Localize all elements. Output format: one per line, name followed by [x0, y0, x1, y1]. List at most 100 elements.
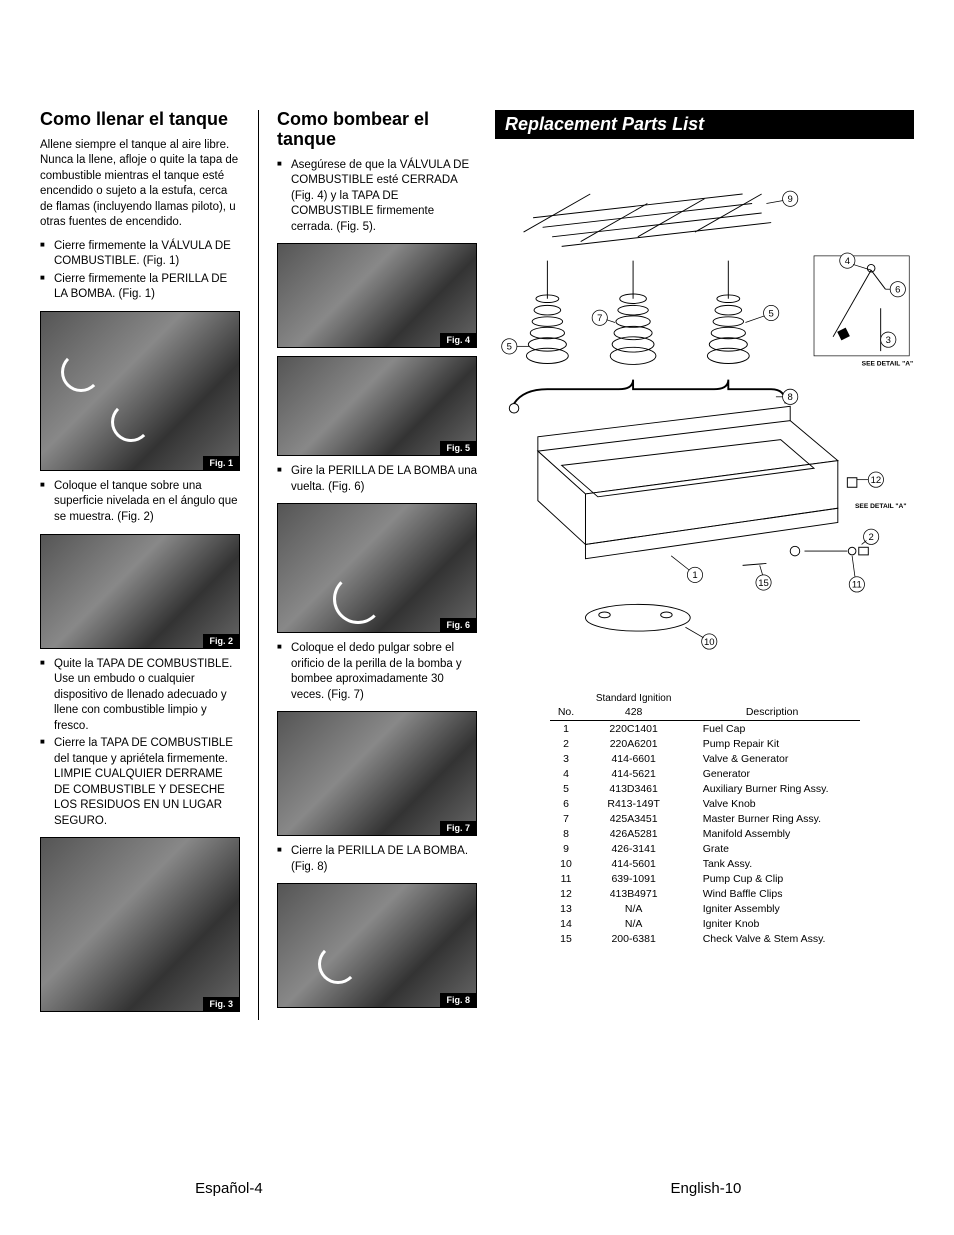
bullets-left-c: Quite la TAPA DE COMBUSTIBLE. Use un emb…	[40, 657, 240, 830]
arrow-icon	[333, 574, 383, 624]
figure-2: Fig. 2	[40, 534, 240, 649]
figure-label: Fig. 8	[440, 993, 476, 1007]
list-item: Coloque el tanque sobre una superficie n…	[40, 479, 240, 526]
svg-text:11: 11	[852, 580, 862, 591]
cell-partnum: 414-6601	[583, 751, 685, 766]
table-row: 12413B4971Wind Baffle Clips	[550, 886, 860, 901]
figure-label: Fig. 5	[440, 441, 476, 455]
table-row: 8426A5281Manifold Assembly	[550, 826, 860, 841]
table-row: 9426-3141Grate	[550, 841, 860, 856]
footer-right: English-10	[458, 1180, 954, 1197]
svg-text:4: 4	[845, 256, 851, 267]
svg-text:1: 1	[692, 570, 697, 581]
page-columns: Como llenar el tanque Allene siempre el …	[40, 110, 914, 1020]
cell-no: 11	[550, 871, 583, 886]
figure-7: Fig. 7	[277, 711, 477, 836]
table-row: 7425A3451Master Burner Ring Assy.	[550, 811, 860, 826]
cell-partnum: 220C1401	[583, 721, 685, 737]
figure-label: Fig. 6	[440, 618, 476, 632]
table-row: 1220C1401Fuel Cap	[550, 721, 860, 737]
column-left: Como llenar el tanque Allene siempre el …	[40, 110, 240, 1020]
photo-placeholder	[41, 312, 239, 470]
parts-table: Standard Ignition No. 428 Description 12…	[550, 691, 860, 946]
list-item: Quite la TAPA DE COMBUSTIBLE. Use un emb…	[40, 657, 240, 735]
column-right: Replacement Parts List	[495, 110, 914, 1020]
svg-text:12: 12	[871, 475, 882, 486]
figure-label: Fig. 1	[203, 456, 239, 470]
cell-no: 3	[550, 751, 583, 766]
bullets-left-b: Coloque el tanque sobre una superficie n…	[40, 479, 240, 526]
svg-text:15: 15	[758, 578, 769, 589]
cell-no: 9	[550, 841, 583, 856]
list-item: Gire la PERILLA DE LA BOMBA una vuelta. …	[277, 464, 477, 495]
photo-placeholder	[278, 244, 476, 347]
svg-text:5: 5	[507, 342, 512, 353]
svg-text:7: 7	[597, 313, 602, 324]
cell-description: Auxiliary Burner Ring Assy.	[685, 781, 860, 796]
bullets-mid-c: Coloque el dedo pulgar sobre el orificio…	[277, 641, 477, 703]
photo-placeholder	[41, 838, 239, 1011]
table-header-super: Standard Ignition	[583, 691, 685, 704]
cell-partnum: 413B4971	[583, 886, 685, 901]
figure-label: Fig. 2	[203, 634, 239, 648]
cell-description: Tank Assy.	[685, 856, 860, 871]
replacement-parts-banner: Replacement Parts List	[495, 110, 914, 139]
arrow-icon	[111, 402, 151, 442]
heading-pump-tank: Como bombear el tanque	[277, 110, 477, 150]
list-item: Asegúrese de que la VÁLVULA DE COMBUSTIB…	[277, 158, 477, 236]
cell-partnum: 200-6381	[583, 931, 685, 946]
cell-description: Pump Cup & Clip	[685, 871, 860, 886]
table-body: 1220C1401Fuel Cap2220A6201Pump Repair Ki…	[550, 721, 860, 947]
cell-no: 1	[550, 721, 583, 737]
figure-1: Fig. 1	[40, 311, 240, 471]
figure-label: Fig. 7	[440, 821, 476, 835]
table-head: Standard Ignition No. 428 Description	[550, 691, 860, 721]
cell-description: Wind Baffle Clips	[685, 886, 860, 901]
list-item: Cierre firmemente la VÁLVULA DE COMBUSTI…	[40, 239, 240, 270]
svg-text:6: 6	[895, 285, 900, 296]
cell-partnum: 414-5601	[583, 856, 685, 871]
table-header-desc: Description	[685, 704, 860, 721]
figure-5: Fig. 5	[277, 356, 477, 456]
bullets-left-a: Cierre firmemente la VÁLVULA DE COMBUSTI…	[40, 239, 240, 303]
cell-description: Igniter Assembly	[685, 901, 860, 916]
cell-no: 7	[550, 811, 583, 826]
photo-placeholder	[41, 535, 239, 648]
column-divider	[258, 110, 259, 1020]
cell-description: Pump Repair Kit	[685, 736, 860, 751]
svg-text:3: 3	[886, 335, 891, 346]
table-row: 15200-6381Check Valve & Stem Assy.	[550, 931, 860, 946]
cell-partnum: 426A5281	[583, 826, 685, 841]
table-row: 4414-5621Generator	[550, 766, 860, 781]
bullets-mid-d: Cierre la PERILLA DE LA BOMBA. (Fig. 8)	[277, 844, 477, 875]
list-item: Cierre la PERILLA DE LA BOMBA. (Fig. 8)	[277, 844, 477, 875]
photo-placeholder	[278, 504, 476, 632]
cell-no: 6	[550, 796, 583, 811]
table-row: 6R413-149TValve Knob	[550, 796, 860, 811]
cell-description: Fuel Cap	[685, 721, 860, 737]
cell-description: Igniter Knob	[685, 916, 860, 931]
figure-label: Fig. 4	[440, 333, 476, 347]
cell-partnum: 414-5621	[583, 766, 685, 781]
svg-text:9: 9	[788, 194, 793, 205]
figure-8: Fig. 8	[277, 883, 477, 1008]
svg-text:SEE DETAIL "A": SEE DETAIL "A"	[855, 503, 907, 510]
svg-text:2: 2	[868, 532, 873, 543]
cell-description: Master Burner Ring Assy.	[685, 811, 860, 826]
bullets-mid-a: Asegúrese de que la VÁLVULA DE COMBUSTIB…	[277, 158, 477, 236]
table-row: 11639-1091Pump Cup & Clip	[550, 871, 860, 886]
cell-partnum: R413-149T	[583, 796, 685, 811]
cell-partnum: 426-3141	[583, 841, 685, 856]
table-row: 2220A6201Pump Repair Kit	[550, 736, 860, 751]
table-header-pn: 428	[583, 704, 685, 721]
photo-placeholder	[278, 712, 476, 835]
footer-left: Español-4	[0, 1180, 458, 1197]
exploded-diagram: SEE DETAIL "A"	[495, 153, 914, 673]
cell-partnum: N/A	[583, 916, 685, 931]
cell-no: 13	[550, 901, 583, 916]
svg-text:8: 8	[788, 392, 793, 403]
cell-no: 5	[550, 781, 583, 796]
cell-partnum: 639-1091	[583, 871, 685, 886]
cell-no: 12	[550, 886, 583, 901]
cell-description: Manifold Assembly	[685, 826, 860, 841]
